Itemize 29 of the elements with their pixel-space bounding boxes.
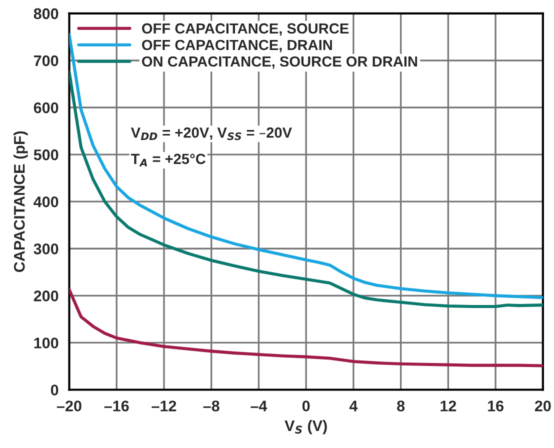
x-tick-label: –8 (203, 400, 220, 412)
x-tick-label: 12 (440, 400, 456, 412)
annotation: T$_{A}$ = +25°C (130, 154, 206, 166)
line-series (69, 288, 543, 368)
x-tick-label: –20 (56, 400, 82, 412)
x-tick-label: –12 (152, 400, 176, 412)
legend-label: OFF CAPACITANCE, SOURCE (142, 23, 349, 36)
x-tick-label: 20 (534, 400, 551, 412)
x-tick-label: 16 (488, 400, 504, 412)
y-tick-label: 0 (50, 384, 58, 396)
annotation: V$_{DD}$ = +20V, V$_{SS}$ = –20V (130, 127, 292, 140)
x-tick-label: 8 (397, 400, 405, 412)
x-tick-label: –16 (104, 400, 129, 412)
y-tick-label: 400 (34, 196, 58, 208)
line-series (69, 70, 543, 308)
x-tick-label: –4 (250, 400, 268, 412)
x-axis-title: V$_{S}$ (V) (284, 420, 327, 434)
y-tick-label: 100 (34, 338, 58, 348)
y-tick-label: 200 (34, 290, 58, 302)
legend-label: ON CAPACITANCE, SOURCE OR DRAIN (142, 56, 418, 69)
y-tick-label: 600 (34, 102, 58, 114)
y-tick-label: 300 (34, 244, 58, 254)
y-tick-label: 500 (34, 149, 58, 160)
y-axis-title: CAPACITANCE (pF) (14, 131, 28, 272)
y-tick-label: 700 (34, 55, 58, 66)
x-tick-label: 0 (302, 400, 310, 412)
legend-label: OFF CAPACITANCE, DRAIN (142, 40, 332, 52)
y-tick-label: 800 (34, 8, 58, 20)
x-tick-label: 4 (349, 400, 358, 412)
